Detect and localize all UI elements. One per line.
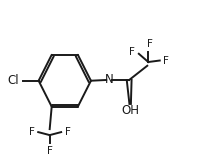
Text: F: F	[47, 146, 53, 156]
Text: OH: OH	[121, 104, 139, 117]
Text: F: F	[163, 55, 169, 66]
Text: F: F	[65, 127, 71, 137]
Text: F: F	[147, 39, 153, 49]
Text: N: N	[105, 73, 113, 86]
Text: Cl: Cl	[8, 74, 20, 87]
Text: F: F	[29, 127, 35, 137]
Text: F: F	[129, 47, 135, 57]
